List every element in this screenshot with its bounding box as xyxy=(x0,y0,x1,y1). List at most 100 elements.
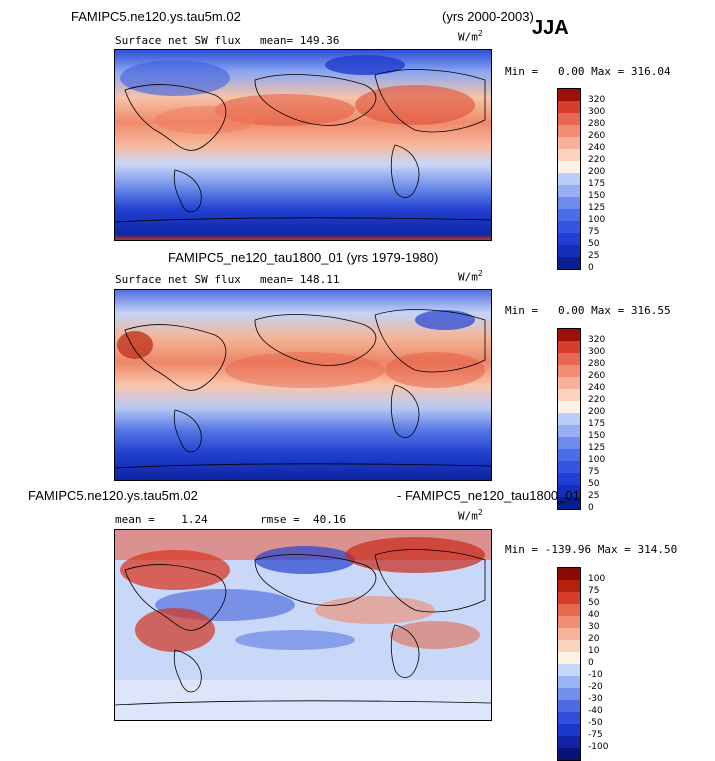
panel3-rmse: rmse = 40.16 xyxy=(260,513,347,526)
colorbar-tick-label: 175 xyxy=(588,179,606,189)
colorbar-tick-label: 75 xyxy=(588,586,600,596)
colorbar-swatch xyxy=(558,377,580,389)
colorbar-tick-label: 50 xyxy=(588,239,600,249)
colorbar-swatch xyxy=(558,616,580,628)
colorbar-tick-label: 25 xyxy=(588,251,600,261)
colorbar-tick-label: 25 xyxy=(588,491,600,501)
panel2-map xyxy=(114,289,492,481)
colorbar-swatch xyxy=(558,329,580,341)
colorbar-swatch xyxy=(558,149,580,161)
colorbar-swatch xyxy=(558,341,580,353)
colorbar-tick-label: 300 xyxy=(588,347,606,357)
colorbar-tick-label: 10 xyxy=(588,646,600,656)
colorbar-tick-label: 100 xyxy=(588,574,606,584)
panel1-colorbar xyxy=(557,88,581,270)
colorbar-tick-label: 200 xyxy=(588,167,606,177)
colorbar-swatch xyxy=(558,568,580,580)
colorbar-tick-label: 20 xyxy=(588,634,600,644)
panel2-colorbar xyxy=(557,328,581,510)
colorbar-swatch xyxy=(558,89,580,101)
colorbar-swatch xyxy=(558,688,580,700)
colorbar-tick-label: 220 xyxy=(588,395,606,405)
panel1-field xyxy=(115,50,491,240)
panel3-map xyxy=(114,529,492,721)
colorbar-swatch xyxy=(558,592,580,604)
colorbar-swatch xyxy=(558,437,580,449)
colorbar-tick-label: 75 xyxy=(588,467,600,477)
colorbar-swatch xyxy=(558,389,580,401)
colorbar-swatch xyxy=(558,736,580,748)
colorbar-swatch xyxy=(558,365,580,377)
panel1-mean: mean= 149.36 xyxy=(260,34,340,47)
colorbar-swatch xyxy=(558,101,580,113)
colorbar-swatch xyxy=(558,413,580,425)
colorbar-tick-label: 0 xyxy=(588,263,594,273)
panel2-units: W/m2 xyxy=(458,269,483,284)
colorbar-swatch xyxy=(558,473,580,485)
colorbar-tick-label: -100 xyxy=(588,742,609,752)
colorbar-swatch xyxy=(558,425,580,437)
colorbar-swatch xyxy=(558,113,580,125)
colorbar-swatch xyxy=(558,257,580,269)
colorbar-swatch xyxy=(558,497,580,509)
colorbar-tick-label: 100 xyxy=(588,455,606,465)
panel2-title: FAMIPC5_ne120_tau1800_01 (yrs 1979-1980) xyxy=(168,250,439,265)
colorbar-tick-label: 260 xyxy=(588,131,606,141)
colorbar-swatch xyxy=(558,137,580,149)
colorbar-tick-label: -10 xyxy=(588,670,603,680)
colorbar-swatch xyxy=(558,712,580,724)
colorbar-tick-label: -40 xyxy=(588,706,603,716)
colorbar-swatch xyxy=(558,125,580,137)
colorbar-tick-label: 0 xyxy=(588,658,594,668)
colorbar-tick-label: 320 xyxy=(588,95,606,105)
panel2-minmax: Min = 0.00 Max = 316.55 xyxy=(505,304,671,317)
colorbar-tick-label: -30 xyxy=(588,694,603,704)
colorbar-tick-label: 175 xyxy=(588,419,606,429)
colorbar-swatch xyxy=(558,185,580,197)
panel3-field xyxy=(115,530,491,720)
colorbar-swatch xyxy=(558,461,580,473)
colorbar-tick-label: 320 xyxy=(588,335,606,345)
panel2-variable: Surface net SW flux xyxy=(115,273,241,286)
colorbar-swatch xyxy=(558,724,580,736)
colorbar-tick-label: 240 xyxy=(588,383,606,393)
years-label: (yrs 2000-2003) xyxy=(442,9,534,24)
colorbar-swatch xyxy=(558,676,580,688)
colorbar-tick-label: -50 xyxy=(588,718,603,728)
colorbar-tick-label: 0 xyxy=(588,503,594,513)
colorbar-tick-label: 40 xyxy=(588,610,600,620)
colorbar-swatch xyxy=(558,221,580,233)
colorbar-tick-label: 240 xyxy=(588,143,606,153)
panel3-units: W/m2 xyxy=(458,508,483,523)
colorbar-tick-label: 220 xyxy=(588,155,606,165)
colorbar-tick-label: 100 xyxy=(588,215,606,225)
panel1-minmax: Min = 0.00 Max = 316.04 xyxy=(505,65,671,78)
colorbar-tick-label: 260 xyxy=(588,371,606,381)
colorbar-tick-label: 50 xyxy=(588,479,600,489)
colorbar-tick-label: 150 xyxy=(588,431,606,441)
colorbar-swatch xyxy=(558,161,580,173)
panel3-colorbar xyxy=(557,567,581,761)
colorbar-tick-label: 280 xyxy=(588,359,606,369)
season-label: JJA xyxy=(532,17,569,39)
panel2-field xyxy=(115,290,491,480)
colorbar-tick-label: 280 xyxy=(588,119,606,129)
colorbar-tick-label: 300 xyxy=(588,107,606,117)
colorbar-tick-label: 200 xyxy=(588,407,606,417)
colorbar-swatch xyxy=(558,640,580,652)
colorbar-tick-label: 30 xyxy=(588,622,600,632)
colorbar-swatch xyxy=(558,580,580,592)
colorbar-swatch xyxy=(558,604,580,616)
colorbar-swatch xyxy=(558,173,580,185)
colorbar-swatch xyxy=(558,209,580,221)
panel1-map xyxy=(114,49,492,241)
colorbar-swatch xyxy=(558,197,580,209)
panel3-title-left: FAMIPC5.ne120.ys.tau5m.02 xyxy=(28,488,198,503)
colorbar-swatch xyxy=(558,652,580,664)
colorbar-swatch xyxy=(558,449,580,461)
panel2-mean: mean= 148.11 xyxy=(260,273,340,286)
colorbar-tick-label: -20 xyxy=(588,682,603,692)
colorbar-tick-label: 150 xyxy=(588,191,606,201)
colorbar-swatch xyxy=(558,401,580,413)
colorbar-tick-label: 125 xyxy=(588,203,606,213)
